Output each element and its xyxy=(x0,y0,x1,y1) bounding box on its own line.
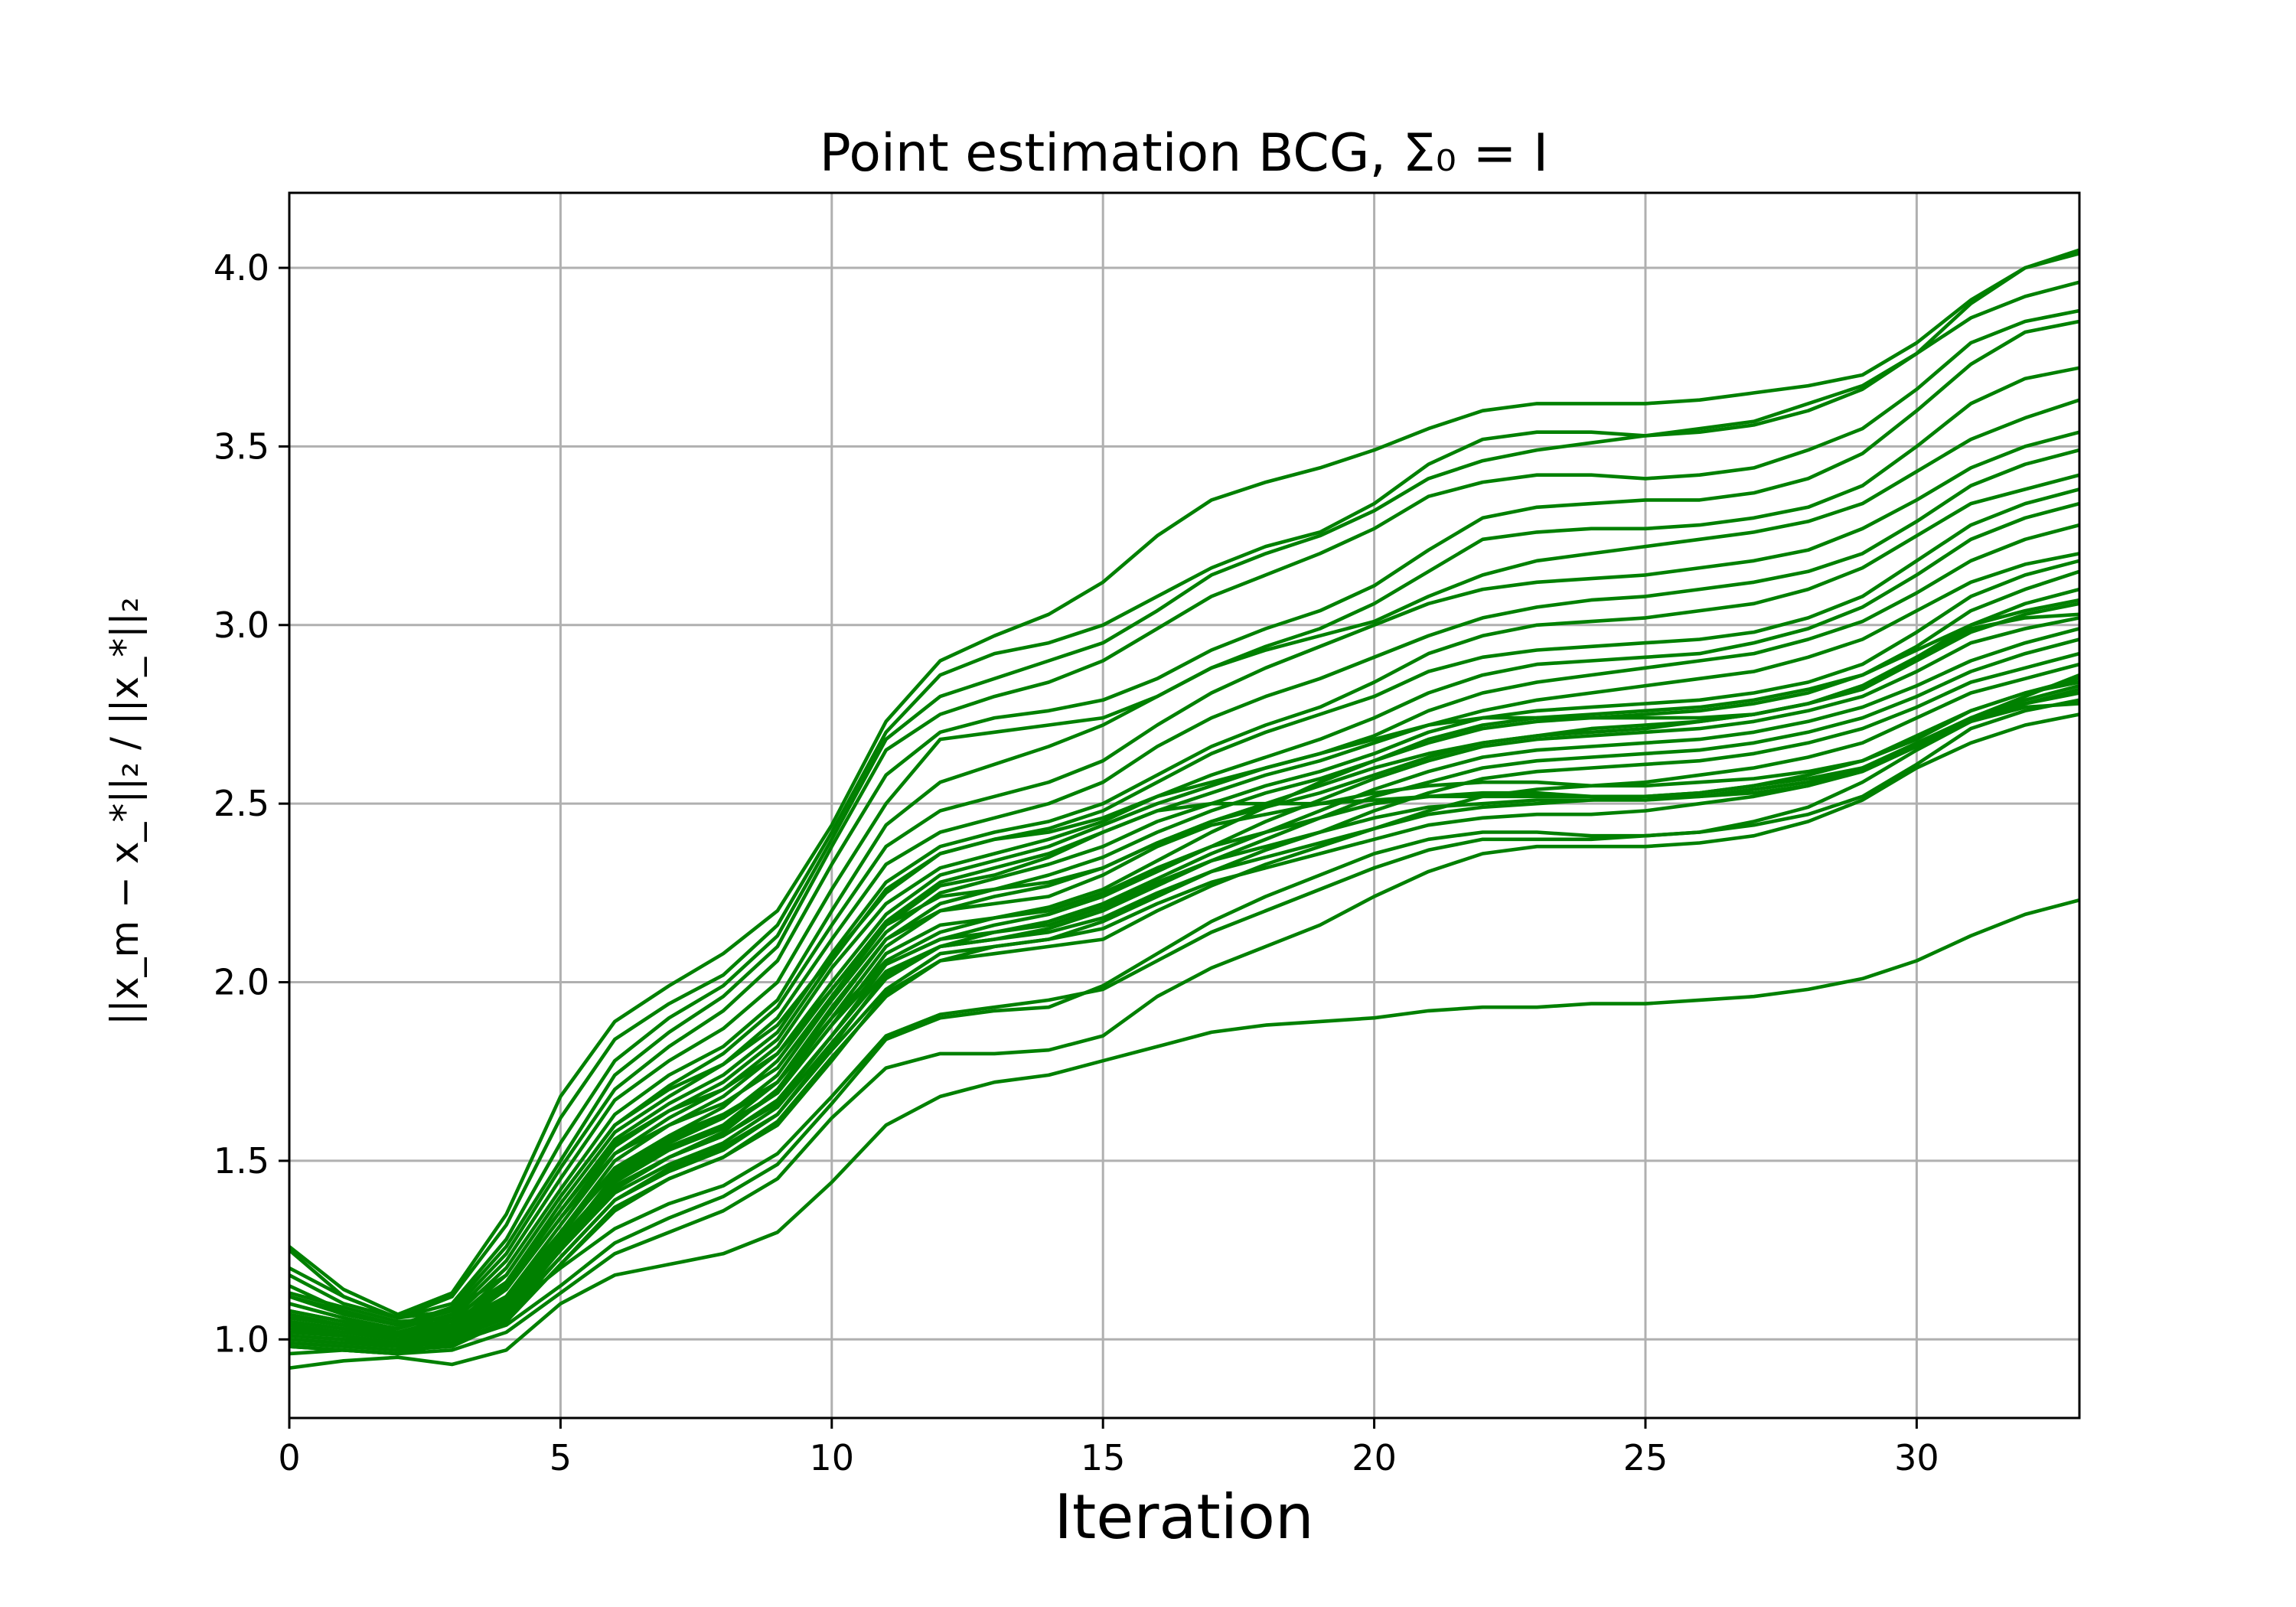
series-line-28 xyxy=(289,680,2079,1348)
x-tick-label: 0 xyxy=(278,1437,300,1478)
x-axis-ticks: 0 5 10 15 20 25 30 xyxy=(278,1418,1939,1478)
x-tick-label: 30 xyxy=(1894,1437,1939,1478)
x-tick-label: 15 xyxy=(1081,1437,1126,1478)
series-line-3 xyxy=(289,280,2079,1320)
series-line-12 xyxy=(289,501,2079,1345)
x-tick-label: 20 xyxy=(1352,1437,1397,1478)
y-tick-label: 2.5 xyxy=(214,783,269,824)
x-tick-label: 5 xyxy=(550,1437,572,1478)
series-line-13 xyxy=(289,523,2079,1345)
y-tick-label: 1.5 xyxy=(214,1140,269,1182)
series-line-29 xyxy=(289,691,2079,1352)
chart-title: Point estimation BCG, Σ₀ = I xyxy=(820,123,1548,184)
series-line-32 xyxy=(289,712,2079,1356)
x-axis-label: Iteration xyxy=(1054,1482,1313,1553)
series-line-30 xyxy=(289,698,2079,1335)
y-tick-label: 4.0 xyxy=(214,247,269,288)
y-tick-label: 2.0 xyxy=(214,962,269,1003)
series-line-2 xyxy=(289,251,2079,1320)
series-line-11 xyxy=(289,487,2079,1341)
plot-area-frame xyxy=(288,191,2081,1420)
series-line-7 xyxy=(289,398,2079,1335)
series-line-26 xyxy=(289,683,2079,1341)
series-line-31 xyxy=(289,702,2079,1348)
series-line-5 xyxy=(289,319,2079,1327)
series-line-25 xyxy=(289,676,2079,1335)
series-line-9 xyxy=(289,448,2079,1338)
series-line-20 xyxy=(289,627,2079,1341)
series-line-33 xyxy=(289,898,2079,1370)
x-tick-label: 25 xyxy=(1623,1437,1668,1478)
y-tick-label: 3.0 xyxy=(214,605,269,646)
y-axis-label: ||x_m − x_*||₂ / ||x_*||₂ xyxy=(103,597,147,1025)
series-line-4 xyxy=(289,308,2079,1327)
y-axis-ticks: 1.0 1.5 2.0 2.5 3.0 3.5 4.0 xyxy=(214,247,289,1360)
series-line-27 xyxy=(289,687,2079,1345)
series-line-1 xyxy=(289,248,2079,1316)
x-tick-label: 10 xyxy=(810,1437,855,1478)
y-tick-label: 3.5 xyxy=(214,425,269,467)
series-lines xyxy=(289,248,2079,1370)
series-line-35 xyxy=(289,612,2079,1324)
y-tick-label: 1.0 xyxy=(214,1319,269,1360)
